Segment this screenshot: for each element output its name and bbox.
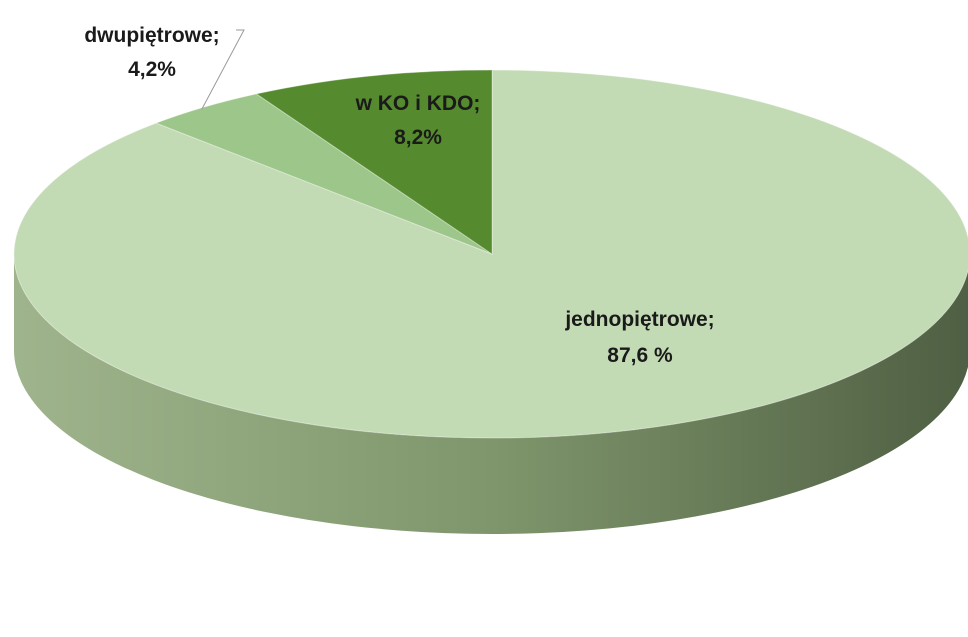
data-label-name: w KO i KDO;: [355, 92, 481, 115]
data-label-jednopietrowe: jednopiętrowe; 87,6 %: [564, 308, 714, 367]
data-labels: jednopiętrowe; 87,6 % dwupiętrowe; 4,2% w KO…: [84, 24, 714, 367]
data-label-name: dwupiętrowe;: [84, 24, 219, 47]
pie-slice-dwupietrowe: [154, 93, 493, 255]
pie-top-layer: [13, 69, 968, 439]
leader-lines: [201, 29, 245, 110]
data-label-value: 87,6 %: [607, 344, 673, 367]
data-label-value: 4,2%: [128, 58, 176, 81]
pie-slice-w-ko-i-kdo: [255, 69, 493, 255]
data-label-w-ko-i-kdo: w KO i KDO; 8,2%: [355, 92, 481, 149]
pie-slice-jednopietrowe: [13, 69, 968, 439]
data-label-name: jednopiętrowe;: [564, 308, 714, 331]
data-label-value: 8,2%: [394, 126, 442, 149]
pie-side-layer: [14, 254, 968, 534]
pie-side-wall: [14, 254, 968, 534]
leader-line-dwupietrowe: [201, 29, 245, 110]
data-label-dwupietrowe: dwupiętrowe; 4,2%: [84, 24, 219, 81]
